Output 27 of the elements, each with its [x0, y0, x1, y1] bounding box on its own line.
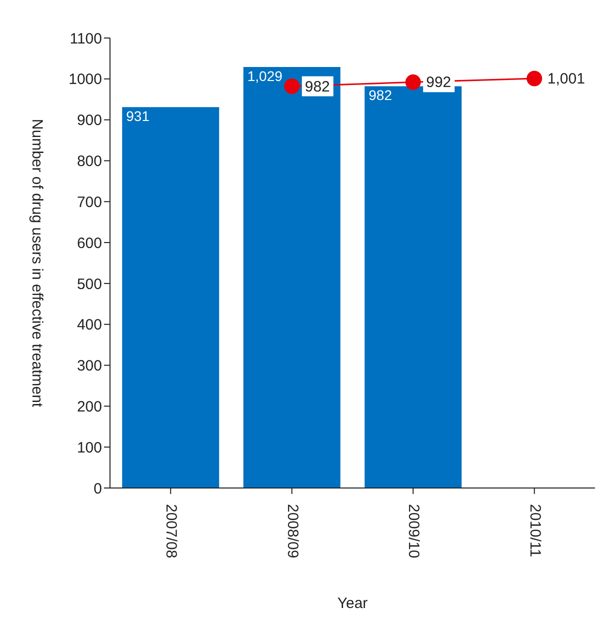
x-tick-label: 2008/09 [284, 504, 301, 558]
y-tick-label: 400 [76, 316, 102, 334]
bar [364, 86, 462, 488]
data-label: 1,029 [247, 68, 283, 84]
y-tick-label: 500 [76, 276, 102, 293]
y-tick-label: 600 [76, 234, 102, 252]
y-axis-title: Number of drug users in effective treatment [28, 118, 46, 408]
y-tick-label: 700 [76, 194, 102, 211]
data-label: 992 [426, 74, 452, 92]
bar [243, 67, 340, 488]
y-tick-label: 800 [76, 153, 102, 170]
y-tick-label: 100 [76, 439, 102, 456]
data-label: 982 [368, 87, 392, 104]
data-label: 1,001 [547, 70, 585, 88]
data-label: 982 [304, 78, 330, 96]
y-tick-label: 1100 [70, 30, 102, 48]
x-tick-label: 2007/08 [162, 504, 180, 558]
x-axis-title: Year [337, 595, 368, 612]
y-tick-label: 900 [76, 112, 102, 130]
y-tick-label: 0 [94, 480, 102, 498]
x-tick-label: 2010/11 [526, 504, 544, 558]
data-label: 931 [126, 108, 150, 124]
y-tick-label: 300 [76, 358, 102, 375]
y-tick-label: 200 [76, 398, 102, 416]
bar [122, 107, 220, 488]
y-tick-label: 1000 [68, 71, 102, 88]
x-tick-label: 2009/10 [405, 504, 422, 558]
